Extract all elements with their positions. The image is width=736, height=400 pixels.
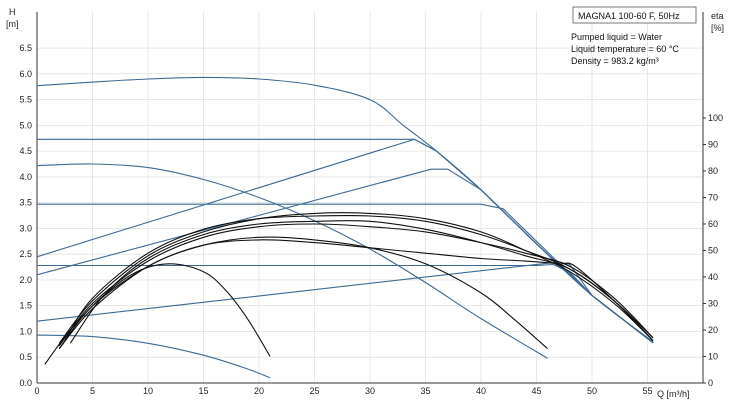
head-curve-line (37, 138, 654, 344)
efficiency-curve-line (58, 212, 654, 344)
head-curve-line (36, 163, 548, 359)
info-density: Density = 983.2 kg/m³ (571, 56, 659, 66)
y-right-tick-label: 100 (708, 113, 723, 123)
x-tick-label: 10 (143, 386, 153, 396)
head-curve-line (36, 261, 654, 344)
tick-labels: 0 5 10 15 20 25 30 35 40 45 50 55 0.0 0.5 1.0 1.5 2.0 2.5… (19, 43, 723, 396)
y-left-tick-label: 5.0 (19, 120, 32, 130)
x-tick-label: 0 (34, 386, 39, 396)
x-tick-label: 15 (198, 386, 208, 396)
efficiency-curve-line (58, 236, 548, 350)
grid (37, 12, 703, 383)
x-tick-label: 35 (420, 386, 430, 396)
y-right-label-line1: eta (711, 11, 724, 21)
y-left-tick-label: 6.5 (19, 43, 32, 53)
y-left-tick-label: 3.0 (19, 223, 32, 233)
y-right-label-line2: [%] (711, 23, 724, 33)
y-left-tick-label: 5.5 (19, 95, 32, 105)
y-left-label-line2: [m] (6, 19, 19, 29)
efficiency-curve-line (58, 239, 654, 349)
efficiency-curves (44, 212, 654, 365)
title-box (572, 6, 697, 24)
y-right-tick-label: 40 (708, 272, 718, 282)
y-right-tick-label: 80 (708, 166, 718, 176)
y-left-tick-label: 4.0 (19, 172, 32, 182)
y-left-tick-label: 6.0 (19, 69, 32, 79)
chart-title: MAGNA1 100-60 F, 50Hz (578, 11, 680, 21)
info-pumped-liquid: Pumped liquid = Water (571, 32, 662, 42)
y-left-label-line1: H (9, 7, 16, 17)
y-left-tick-label: 2.0 (19, 275, 32, 285)
y-right-tick-label: 50 (708, 246, 718, 256)
x-tick-label: 45 (531, 386, 541, 396)
x-tick-label: 50 (587, 386, 597, 396)
y-left-tick-label: 1.5 (19, 301, 32, 311)
x-tick-label: 20 (254, 386, 264, 396)
efficiency-curve-line (58, 223, 654, 347)
efficiency-curve-line (44, 263, 271, 365)
info-liquid-temperature: Liquid temperature = 60 °C (571, 44, 679, 54)
head-curve-line (36, 168, 654, 344)
y-right-tick-label: 10 (708, 352, 718, 362)
y-right-tick-label: 60 (708, 219, 718, 229)
head-curve-line (36, 138, 654, 344)
y-left-tick-label: 1.0 (19, 326, 32, 336)
x-tick-label: 30 (365, 386, 375, 396)
y-right-tick-label: 20 (708, 325, 718, 335)
y-right-tick-label: 30 (708, 299, 718, 309)
y-left-tick-label: 2.5 (19, 249, 32, 259)
y-right-tick-label: 70 (708, 193, 718, 203)
x-tick-label: 55 (642, 386, 652, 396)
y-right-tick-label: 0 (708, 378, 713, 388)
x-tick-label: 5 (90, 386, 95, 396)
head-curve-line (36, 76, 654, 343)
x-tick-label: 25 (309, 386, 319, 396)
head-curve-line (36, 334, 271, 379)
y-right-tick-label: 90 (708, 140, 718, 150)
efficiency-curve-line (64, 214, 654, 341)
y-left-tick-label: 3.5 (19, 198, 32, 208)
axes (36, 12, 706, 384)
x-axis-label: Q [m³/h] (657, 389, 690, 399)
x-tick-label: 40 (476, 386, 486, 396)
y-left-tick-label: 0.5 (19, 352, 32, 362)
y-left-tick-label: 0.0 (19, 378, 32, 388)
head-curves (36, 76, 654, 379)
efficiency-curve-line (69, 220, 654, 344)
y-left-tick-label: 4.5 (19, 146, 32, 156)
